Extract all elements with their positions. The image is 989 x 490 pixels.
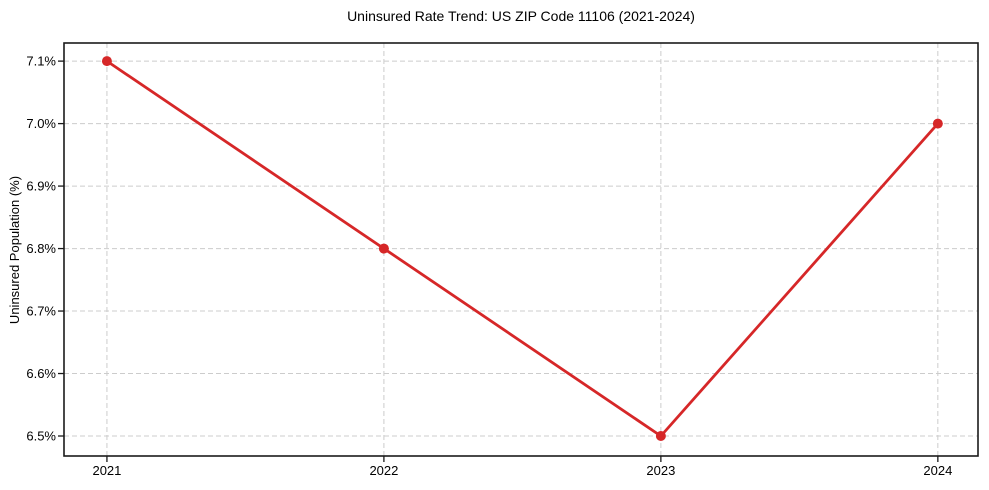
- x-tick-label: 2023: [646, 463, 675, 478]
- tick-layer: 6.5% 6.6% 6.7% 6.8% 6.9% 7.0% 7.1% 2021 2022 2023…: [26, 42, 979, 478]
- y-tick-label: 6.9%: [26, 179, 56, 194]
- trend-line: [105, 59, 940, 438]
- plot-border: [63, 42, 979, 457]
- x-tick-label: 2022: [369, 463, 398, 478]
- data-point-marker: [932, 118, 943, 129]
- y-tick-label: 7.0%: [26, 116, 56, 131]
- data-point-marker: [655, 431, 666, 442]
- data-point-marker: [101, 56, 112, 67]
- y-tick-label: 6.7%: [26, 304, 56, 319]
- y-tick-label: 6.5%: [26, 429, 56, 444]
- y-tick-label: 6.8%: [26, 241, 56, 256]
- y-axis-label: Uninsured Population (%): [7, 176, 22, 324]
- grid-layer: [64, 43, 978, 456]
- data-point-marker: [378, 243, 389, 254]
- x-tick-label: 2024: [923, 463, 952, 478]
- chart-title: Uninsured Rate Trend: US ZIP Code 11106 …: [347, 8, 695, 24]
- y-tick-label: 7.1%: [26, 54, 56, 69]
- y-tick-label: 6.6%: [26, 366, 56, 381]
- series-layer: [101, 56, 943, 442]
- x-tick-label: 2021: [92, 463, 121, 478]
